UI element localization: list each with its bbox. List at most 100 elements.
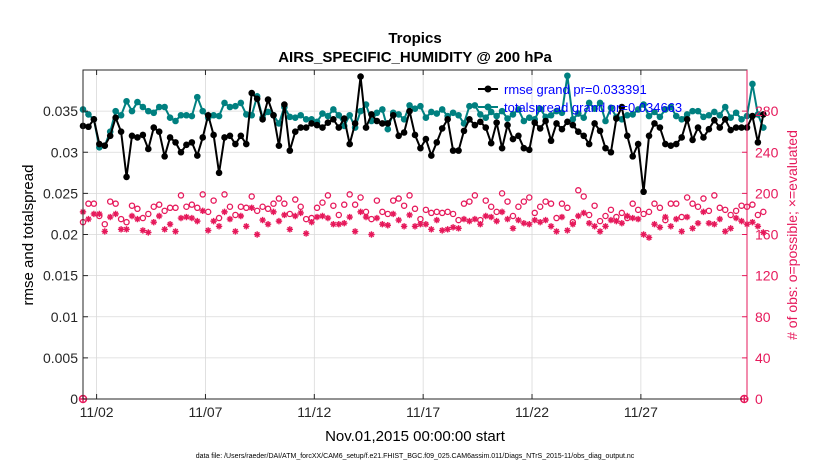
rmse-point bbox=[411, 131, 419, 139]
rmse-point bbox=[123, 173, 130, 181]
obs-possible-point bbox=[547, 200, 555, 207]
totalspread-point bbox=[335, 111, 343, 119]
obs-evaluated-point bbox=[177, 214, 185, 222]
obs-evaluated-point bbox=[292, 212, 299, 220]
rmse-point bbox=[607, 148, 615, 156]
rmse-point bbox=[281, 101, 288, 108]
obs-possible-point bbox=[237, 203, 245, 210]
obs-evaluated-point bbox=[651, 221, 658, 228]
rmse-point bbox=[558, 125, 566, 133]
rmse-point bbox=[553, 120, 560, 127]
obs-evaluated-point bbox=[313, 213, 321, 221]
totalspread-point bbox=[738, 116, 745, 123]
rmse-point bbox=[112, 114, 119, 122]
totalspread-point bbox=[716, 111, 724, 119]
obs-possible-point bbox=[199, 191, 206, 198]
totalspread-point bbox=[286, 113, 294, 121]
totalspread-point bbox=[242, 111, 250, 118]
obs-evaluated-point bbox=[460, 215, 468, 223]
legend-rmse-label: rmse grand pr=0.033391 bbox=[504, 82, 647, 97]
obs-possible-point bbox=[166, 204, 174, 212]
rmse-point bbox=[694, 124, 702, 131]
obs-possible-point bbox=[422, 206, 430, 214]
obs-possible-point bbox=[634, 206, 642, 214]
rmse-point bbox=[221, 134, 228, 141]
obs-possible-point bbox=[150, 203, 158, 210]
totalspread-point bbox=[482, 114, 490, 122]
totalspread-point bbox=[493, 112, 500, 120]
obs-evaluated-point bbox=[221, 208, 228, 216]
totalspread-point bbox=[727, 114, 734, 122]
totalspread-point bbox=[237, 99, 245, 107]
obs-evaluated-point bbox=[264, 221, 272, 228]
obs-evaluated-point bbox=[270, 208, 277, 216]
rmse-point bbox=[569, 121, 577, 129]
obs-evaluated-point bbox=[487, 213, 495, 221]
totalspread-point bbox=[417, 102, 424, 110]
legend: rmse grand pr=0.033391 totalspread grand… bbox=[478, 82, 682, 115]
rmse-point bbox=[85, 123, 92, 131]
totalspread-point bbox=[645, 112, 653, 120]
rmse-point bbox=[455, 147, 462, 154]
totalspread-point bbox=[172, 117, 179, 125]
line-series bbox=[79, 72, 767, 196]
obs-possible-point bbox=[444, 208, 451, 216]
obs-evaluated-point bbox=[673, 215, 680, 223]
rmse-point bbox=[509, 135, 517, 143]
rmse-point bbox=[286, 147, 294, 154]
obs-evaluated-point bbox=[324, 214, 332, 222]
obs-possible-point bbox=[667, 200, 675, 207]
right-tick-label: 0 bbox=[755, 391, 763, 407]
obs-possible-point bbox=[428, 209, 435, 217]
obs-evaluated-point bbox=[379, 221, 386, 228]
rmse-point bbox=[177, 148, 185, 156]
rmse-point bbox=[373, 117, 381, 125]
obs-possible-point bbox=[449, 210, 457, 218]
obs-possible-point bbox=[411, 205, 419, 213]
totalspread-point bbox=[319, 110, 326, 117]
obs-evaluated-point bbox=[558, 213, 566, 221]
obs-possible-point bbox=[117, 215, 125, 223]
rmse-point bbox=[531, 119, 539, 126]
totalspread-point bbox=[302, 116, 310, 123]
obs-evaluated-point bbox=[357, 208, 364, 216]
obs-evaluated-point bbox=[760, 229, 767, 236]
totalspread-point bbox=[515, 106, 522, 113]
totalspread-point bbox=[346, 111, 353, 119]
obs-evaluated-point bbox=[553, 228, 560, 235]
obs-evaluated-point bbox=[444, 226, 451, 233]
obs-evaluated-point bbox=[183, 213, 190, 221]
obs-possible-point bbox=[754, 211, 762, 219]
rmse-point bbox=[672, 140, 680, 148]
rmse-point bbox=[542, 117, 549, 125]
totalspread-point bbox=[564, 72, 571, 80]
obs-evaluated-point bbox=[259, 216, 266, 224]
obs-evaluated-point bbox=[215, 223, 223, 230]
obs-evaluated-point bbox=[455, 225, 462, 232]
rmse-point bbox=[428, 152, 435, 159]
obs-evaluated-point bbox=[428, 226, 435, 233]
rmse-point bbox=[504, 121, 511, 129]
rmse-point bbox=[308, 120, 315, 127]
obs-possible-point bbox=[351, 201, 359, 208]
rmse-point bbox=[477, 118, 484, 126]
totalspread-point bbox=[749, 80, 756, 88]
totalspread-point bbox=[177, 111, 185, 119]
rmse-point bbox=[618, 103, 626, 111]
obs-evaluated-point bbox=[411, 223, 419, 230]
obs-evaluated-point bbox=[188, 214, 196, 222]
obs-possible-point bbox=[270, 200, 277, 207]
rmse-point bbox=[651, 120, 658, 127]
obs-possible-point bbox=[324, 192, 332, 199]
obs-possible-point bbox=[711, 192, 718, 199]
obs-possible-point bbox=[629, 200, 636, 207]
obs-possible-point bbox=[471, 192, 479, 199]
x-tick-label: 11/17 bbox=[406, 404, 440, 420]
rmse-point bbox=[564, 118, 571, 126]
obs-evaluated-point bbox=[107, 213, 114, 221]
totalspread-point bbox=[754, 111, 762, 118]
totalspread-point bbox=[700, 113, 707, 121]
obs-evaluated-point bbox=[580, 209, 587, 217]
obs-evaluated-point bbox=[667, 223, 675, 230]
totalspread-point bbox=[161, 103, 168, 111]
